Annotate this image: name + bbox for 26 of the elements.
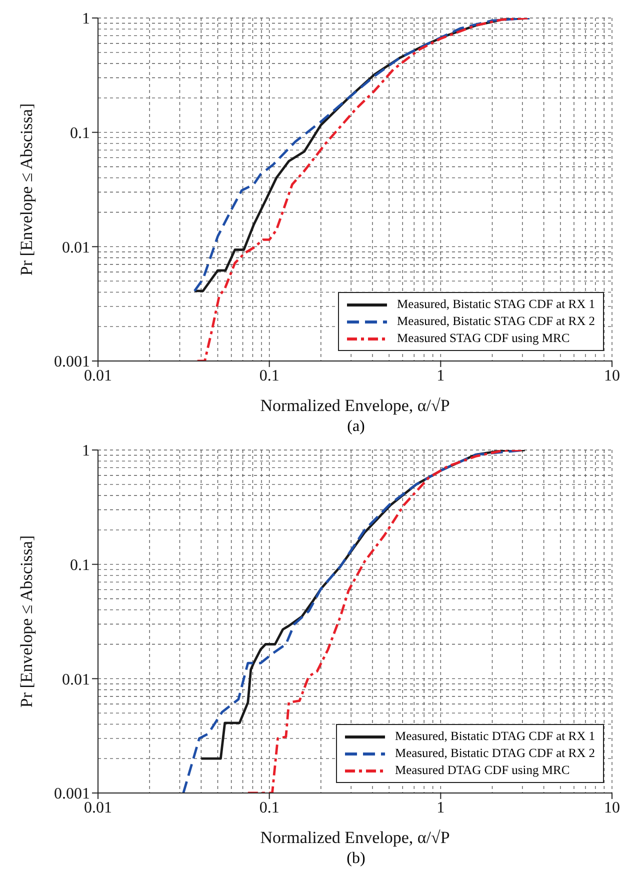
legend-label: Measured, Bistatic DTAG CDF at RX 2 bbox=[394, 745, 595, 762]
x-tick-label: 10 bbox=[604, 367, 620, 384]
y-axis-title: Pr [Envelope ≤ Abscissa] bbox=[17, 535, 36, 708]
legend-label: Measured DTAG CDF using MRC bbox=[394, 762, 570, 779]
x-tick-label: 1 bbox=[436, 799, 445, 816]
y-axis-title: Pr [Envelope ≤ Abscissa] bbox=[17, 103, 36, 276]
text: (a) bbox=[346, 418, 366, 436]
y-tick-label: 0.001 bbox=[54, 786, 90, 803]
y-tick-label: 1 bbox=[82, 442, 90, 460]
x-axis-title: Normalized Envelope, α/√P bbox=[260, 396, 450, 415]
x-tick-label: 10 bbox=[604, 799, 620, 816]
y-tick-label: 0.1 bbox=[70, 125, 90, 142]
y-tick-label: 1 bbox=[82, 10, 90, 28]
legend-label: Measured, Bistatic DTAG CDF at RX 1 bbox=[394, 728, 595, 745]
legend-label: Measured STAG CDF using MRC bbox=[397, 330, 570, 347]
x-tick-label: 0.1 bbox=[259, 799, 280, 816]
y-tick-label: 0.01 bbox=[62, 671, 90, 688]
x-tick-label: 0.1 bbox=[259, 367, 280, 384]
text: (b) bbox=[346, 850, 366, 868]
x-tick-label: 1 bbox=[436, 367, 445, 384]
y-tick-label: 0.001 bbox=[54, 354, 90, 371]
legend-label: Measured, Bistatic STAG CDF at RX 1 bbox=[397, 296, 595, 313]
y-tick-label: 0.1 bbox=[70, 557, 90, 574]
legend-label: Measured, Bistatic STAG CDF at RX 2 bbox=[397, 313, 595, 330]
x-axis-title: Normalized Envelope, α/√P bbox=[260, 828, 450, 847]
y-tick-label: 0.01 bbox=[62, 239, 90, 256]
